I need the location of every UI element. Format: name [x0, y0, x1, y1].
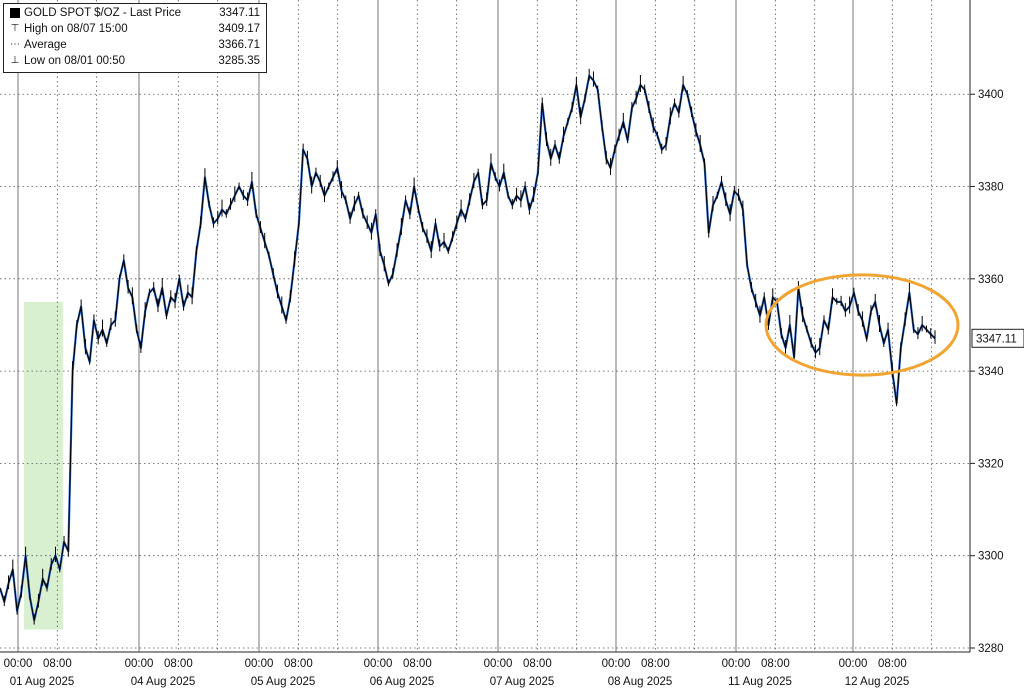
- x-tick-label: 08:00: [641, 658, 670, 670]
- price-line: [0, 75, 936, 621]
- x-tick-label: 08:00: [761, 658, 790, 670]
- consolidation-ellipse: [764, 273, 960, 377]
- x-date-label: 06 Aug 2025: [370, 676, 435, 688]
- legend-title-row: GOLD SPOT $/OZ - Last Price 3347.11: [4, 5, 266, 21]
- x-date-label: 01 Aug 2025: [10, 676, 75, 688]
- x-tick-label: 00:00: [4, 658, 33, 670]
- highlight-region: [24, 301, 63, 630]
- last-price-tag-group: 3347.11: [971, 328, 1024, 348]
- x-date-label: 08 Aug 2025: [608, 676, 673, 688]
- axes: [0, 0, 971, 653]
- price-series: [0, 68, 936, 625]
- legend-average-label: Average: [24, 39, 67, 51]
- x-tick-label: 00:00: [125, 658, 154, 670]
- legend-low-row: ⊥ Low on 08/01 00:50 3285.35: [4, 53, 266, 69]
- average-marker-icon: ⋯: [10, 39, 20, 50]
- grid: [0, 0, 970, 652]
- x-date-label: 12 Aug 2025: [845, 676, 910, 688]
- legend-title-value: 3347.11: [219, 7, 260, 19]
- y-tick-label: 3380: [978, 182, 1004, 194]
- legend-average-value: 3366.71: [218, 39, 260, 51]
- x-tick-label: 08:00: [878, 658, 907, 670]
- last-price-tag: 3347.11: [976, 333, 1017, 345]
- legend-low-value: 3285.35: [218, 55, 260, 67]
- consolidation-ellipse-shape: [764, 273, 960, 377]
- x-tick-label: 08:00: [164, 658, 193, 670]
- x-date-label: 11 Aug 2025: [728, 676, 792, 688]
- x-tick-label: 08:00: [403, 658, 432, 670]
- x-tick-label: 08:00: [523, 658, 552, 670]
- x-tick-label: 00:00: [722, 658, 751, 670]
- y-tick-label: 3340: [978, 366, 1004, 378]
- legend-high-row: ⊤ High on 08/07 15:00 3409.17: [4, 21, 266, 37]
- x-tick-label: 00:00: [364, 658, 393, 670]
- black-square-icon: [10, 8, 20, 18]
- last-price-tag-box: [971, 328, 1024, 348]
- x-tick-label: 08:00: [43, 658, 72, 670]
- high-marker-icon: ⊤: [10, 23, 20, 34]
- x-axis-ticks: 00:00 08:00 00:00 08:00 00:00 08:00 00:00 08:00…: [4, 658, 910, 688]
- low-marker-icon: ⊥: [10, 55, 20, 66]
- y-tick-label: 3280: [978, 643, 1004, 655]
- x-tick-label: 00:00: [839, 658, 868, 670]
- y-axis-ticks: 3280 3300 3320 3340 3360 3380 3400: [970, 89, 1004, 655]
- x-tick-label: 00:00: [602, 658, 631, 670]
- legend-average-row: ⋯ Average 3366.71: [4, 37, 266, 53]
- x-tick-label: 00:00: [484, 658, 513, 670]
- x-date-label: 07 Aug 2025: [490, 676, 555, 688]
- legend-high-label: High on 08/07 15:00: [24, 23, 128, 35]
- x-date-label: 04 Aug 2025: [131, 676, 196, 688]
- y-tick-label: 3320: [978, 458, 1004, 470]
- y-tick-label: 3400: [978, 89, 1004, 101]
- legend-low-label: Low on 08/01 00:50: [24, 55, 126, 67]
- x-date-label: 05 Aug 2025: [251, 676, 316, 688]
- legend-high-value: 3409.17: [218, 23, 260, 35]
- jump-highlight-rect: [24, 301, 63, 630]
- x-tick-label: 08:00: [284, 658, 313, 670]
- x-tick-label: 00:00: [245, 658, 274, 670]
- y-tick-label: 3300: [978, 551, 1004, 563]
- y-tick-label: 3360: [978, 274, 1004, 286]
- legend-title: GOLD SPOT $/OZ - Last Price: [24, 7, 181, 19]
- chart-legend: GOLD SPOT $/OZ - Last Price 3347.11 ⊤ Hi…: [3, 3, 267, 73]
